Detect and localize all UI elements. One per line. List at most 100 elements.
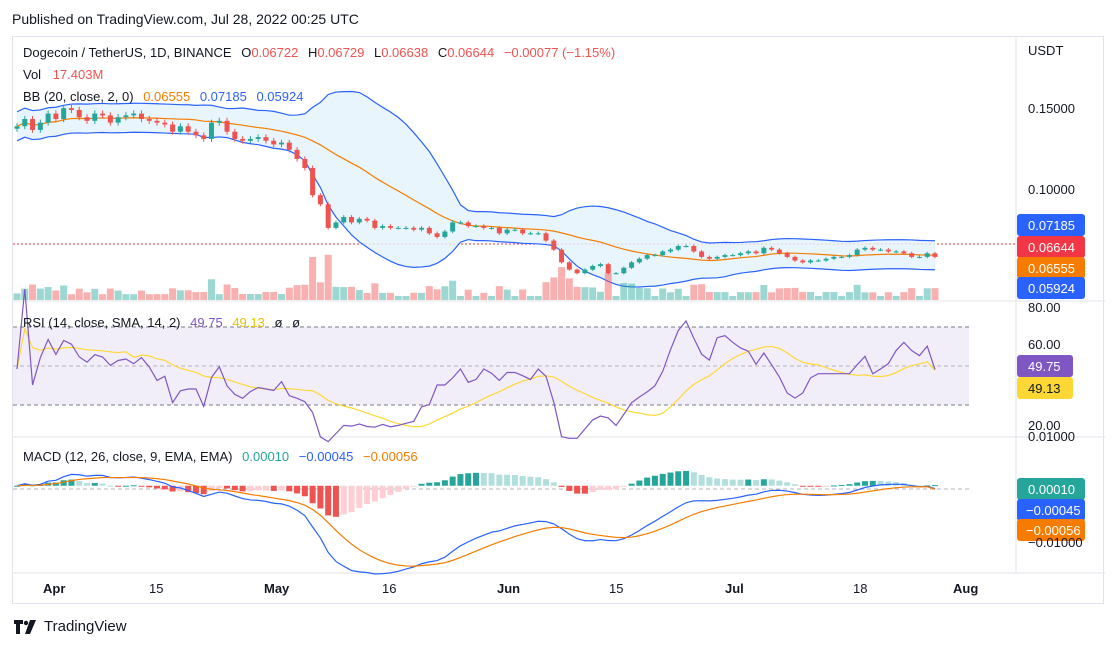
legend-macd-line: −0.00045 [299, 449, 354, 464]
macd-histogram-bar [683, 470, 690, 486]
volume-bar [270, 291, 278, 300]
volume-bar [581, 287, 589, 300]
volume-bar [620, 283, 628, 300]
badge-rsi-ma-bg [1017, 377, 1073, 399]
candle-body [489, 227, 495, 229]
volume-bar [519, 289, 527, 300]
volume-bar [705, 292, 713, 300]
candle-body [769, 247, 775, 250]
badge-bb-basis: 0.06555 [1028, 261, 1075, 276]
candle-body [520, 229, 526, 234]
macd-histogram-bar [605, 485, 612, 490]
volume-bar [783, 288, 791, 300]
macd-histogram-bar [737, 479, 744, 486]
macd-histogram-bar [426, 482, 433, 486]
candle-body [457, 222, 463, 224]
macd-histogram-bar [122, 485, 129, 487]
candle-body [496, 227, 502, 234]
candle-body [247, 138, 253, 141]
macd-histogram-bar [395, 485, 402, 492]
axis-currency: USDT [1028, 43, 1063, 58]
macd-tick: −0.01000 [1028, 535, 1083, 550]
macd-histogram-bar [434, 482, 441, 486]
macd-histogram-bar [371, 485, 378, 502]
rsi-tick: 20.00 [1028, 418, 1061, 433]
legend-close-label: C [438, 45, 447, 60]
volume-bar [386, 292, 394, 300]
volume-bar [340, 287, 348, 300]
candle-body [224, 120, 230, 132]
candle-body [699, 251, 705, 257]
macd-histogram-bar [317, 485, 324, 509]
candle-body [481, 226, 487, 228]
candle-body [831, 256, 837, 259]
macd-histogram-bar [402, 485, 409, 489]
volume-bar [348, 286, 356, 300]
candle-body [597, 264, 603, 266]
macd-histogram-bar [270, 485, 277, 491]
candle-body [53, 113, 59, 120]
chart-svg[interactable]: Dogecoin / TetherUS, 1D, BINANCE O0.0672… [13, 37, 1105, 605]
legend-rsi-label: RSI (14, close, SMA, 14, 2) [23, 315, 181, 330]
macd-histogram-bar [706, 477, 713, 486]
macd-histogram-bar [29, 485, 36, 487]
candle-body [901, 251, 907, 254]
candle-body [800, 260, 806, 263]
candle-body [535, 233, 541, 235]
macd-histogram-bar [527, 476, 534, 486]
candle-body [636, 258, 642, 263]
candle-body [434, 233, 440, 237]
candle-body [792, 256, 798, 261]
candle-body [862, 247, 868, 250]
macd-histogram-bar [815, 485, 822, 487]
candle-body [395, 227, 401, 229]
candle-body [349, 216, 355, 223]
candle-body [403, 227, 409, 229]
candle-body [854, 249, 860, 256]
volume-bar [503, 289, 511, 300]
macd-tick: 0.01000 [1028, 429, 1075, 444]
candle-body [372, 220, 378, 228]
macd-histogram-bar [138, 485, 145, 487]
candle-body [559, 249, 565, 263]
candle-body [566, 262, 572, 270]
candle-body [419, 227, 425, 230]
badge-rsi-bg [1017, 355, 1073, 377]
candle-body [302, 158, 308, 168]
badge-close-bg [1017, 236, 1085, 258]
macd-histogram-bar [698, 474, 705, 486]
volume-bar [433, 289, 441, 300]
volume-bar [418, 292, 426, 300]
macd-histogram-bar [410, 485, 417, 487]
candle-body [691, 246, 697, 252]
candle-body [154, 120, 160, 123]
legend-macd: MACD (12, 26, close, 9, EMA, EMA) 0.0001… [23, 449, 418, 464]
badge-bb-basis-bg [1017, 257, 1085, 279]
candle-body [61, 108, 67, 120]
macd-histogram-bar [154, 485, 161, 489]
volume-bar [83, 292, 91, 300]
legend-bb-lower: 0.05924 [256, 89, 303, 104]
volume-bar [52, 290, 60, 300]
legend-rsi-na1: ø [274, 315, 282, 330]
volume-bar [254, 294, 262, 300]
candle-body [714, 256, 720, 259]
macd-histogram-bar [192, 485, 199, 494]
candle-body [893, 251, 899, 253]
macd-histogram-bar [224, 485, 231, 489]
candle-body [644, 255, 650, 259]
legend-change: −0.00077 (−1.15%) [504, 45, 615, 60]
bb-upper-line [16, 90, 936, 244]
macd-histogram-bar [286, 485, 293, 492]
tradingview-logo[interactable]: TradingView [14, 618, 127, 635]
badge-bb-lower: 0.05924 [1028, 281, 1075, 296]
legend-rsi-ma: 49.13 [232, 315, 265, 330]
chart-frame: Dogecoin / TetherUS, 1D, BINANCE O0.0672… [12, 36, 1105, 605]
candle-body [115, 117, 121, 123]
volume-bar [394, 296, 402, 300]
candle-body [629, 262, 635, 268]
volume-bar [29, 284, 37, 300]
price-tick: 0.10000 [1028, 182, 1075, 197]
candle-body [286, 142, 292, 150]
legend-rsi-na2: ø [292, 315, 300, 330]
